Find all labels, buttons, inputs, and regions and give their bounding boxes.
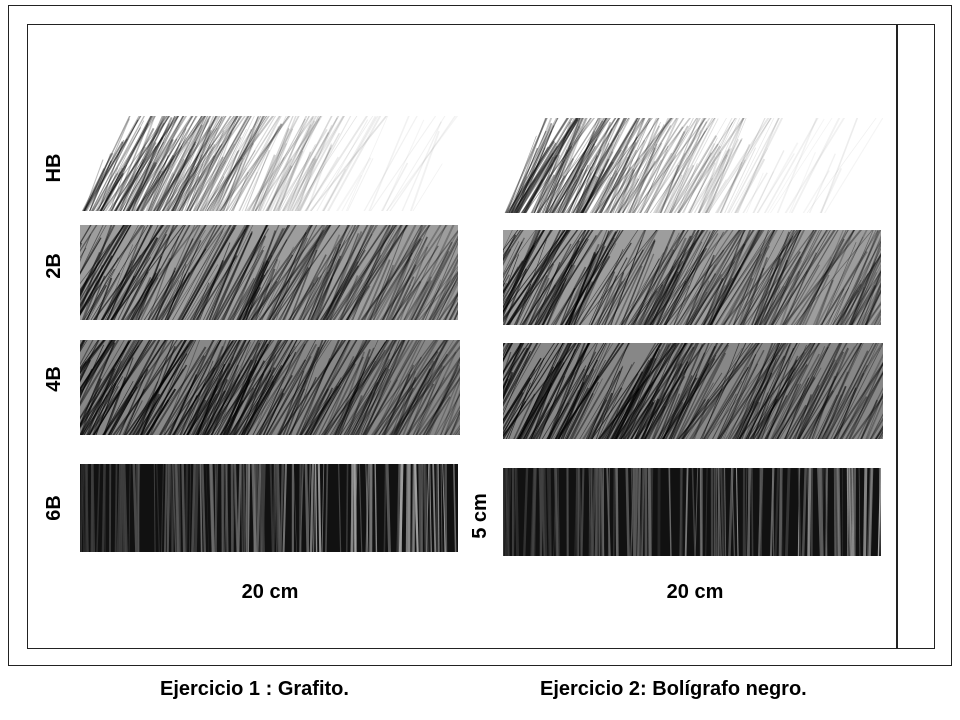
inner-frame bbox=[27, 24, 935, 649]
caption-exercise-2: Ejercicio 2: Bolígrafo negro. bbox=[540, 678, 807, 700]
row-label-2b: 2B bbox=[43, 253, 65, 279]
width-label-exercise-2: 20 cm bbox=[666, 581, 724, 603]
swatch-ballpoint-6b bbox=[503, 466, 881, 562]
outer-frame bbox=[8, 5, 952, 666]
right-margin-rule bbox=[896, 24, 898, 649]
swatch-ballpoint-4b bbox=[503, 343, 883, 439]
row-label-4b: 4B bbox=[43, 366, 65, 392]
swatch-graphite-hb bbox=[80, 116, 460, 211]
swatch-ballpoint-2b bbox=[503, 230, 881, 325]
height-label: 5 cm bbox=[469, 493, 491, 539]
swatch-graphite-6b bbox=[80, 462, 458, 558]
row-label-6b: 6B bbox=[43, 495, 65, 521]
swatch-graphite-4b bbox=[80, 340, 460, 435]
row-label-hb: HB bbox=[43, 153, 65, 183]
caption-exercise-1: Ejercicio 1 : Grafito. bbox=[160, 678, 349, 700]
swatch-graphite-2b bbox=[80, 225, 458, 320]
width-label-exercise-1: 20 cm bbox=[241, 581, 299, 603]
swatch-ballpoint-hb bbox=[503, 118, 883, 213]
